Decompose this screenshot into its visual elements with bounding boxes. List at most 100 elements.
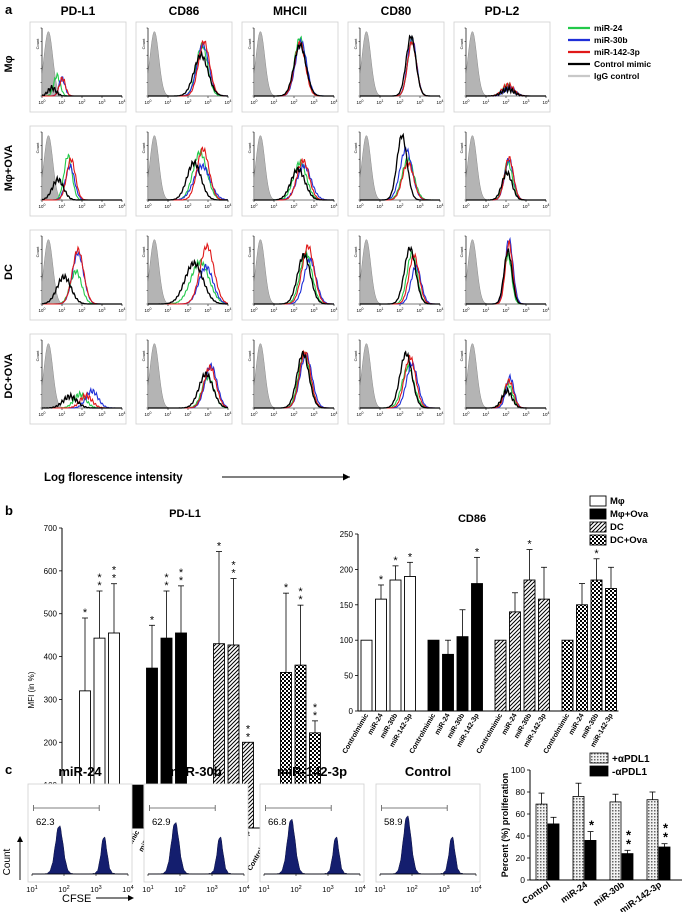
significance-mark: *: [313, 710, 318, 722]
control-mimic-histogram: [148, 158, 228, 201]
histogram-x-tick-label: 100: [39, 203, 46, 209]
histogram-x-tick-label: 103: [205, 203, 212, 209]
gate-percentage: 66.8: [268, 817, 287, 828]
histogram-y-label: Count: [35, 246, 40, 258]
histogram-x-tick-label: 102: [79, 203, 86, 209]
bar-Mφ+Ova-miR-24: [442, 653, 454, 712]
histogram-pd-l2-3: Count 100 101 102 103 104: [453, 229, 551, 321]
histogram-x-tick-label: 104: [225, 99, 232, 105]
histogram-x-tick-label: 100: [251, 99, 258, 105]
bar-DC-Controlmimic: [494, 639, 507, 712]
histogram-pd-l2-4: Count 100 101 102 103 104: [453, 333, 551, 425]
legend-swatch-b: [589, 521, 607, 533]
histogram-x-tick-label: 104: [437, 411, 444, 417]
category-label: miR-142-3p: [618, 879, 664, 912]
histogram-x-tick-label: 102: [185, 99, 192, 105]
histogram-y-label: Count: [141, 142, 146, 154]
cfse-xlabel: CFSE: [62, 893, 91, 905]
cfse-histogram-2: miR-30b 62.9 101 102 103 104: [142, 764, 249, 894]
legend-label-b: DC+Ova: [610, 535, 648, 546]
category-label: miR-24: [559, 879, 589, 904]
histogram-x-tick-label: 102: [185, 411, 192, 417]
histogram-x-tick-label: 102: [503, 99, 510, 105]
legend-swatch-c: [589, 765, 609, 777]
histogram-x-tick-label: 102: [79, 307, 86, 313]
histogram-x-tick-label: 100: [463, 203, 470, 209]
panel-c-label: c: [5, 762, 12, 777]
panel-b-label: b: [5, 503, 13, 518]
histogram-x-tick-label: 104: [437, 203, 444, 209]
histogram-x-tick-label: 100: [145, 203, 152, 209]
histogram-x-tick-label: 100: [39, 411, 46, 417]
histogram-y-label: Count: [141, 246, 146, 258]
cfse-frame: [143, 783, 249, 883]
y-tick-label: 50: [344, 672, 353, 681]
significance-mark: *: [179, 575, 184, 587]
histogram-x-tick-label: 104: [225, 203, 232, 209]
histogram-x-tick-label: 103: [205, 99, 212, 105]
cfse-histogram-4: Control 58.9 101 102 103 104: [374, 764, 481, 894]
gate-percentage: 62.3: [36, 817, 55, 828]
histogram-y-label: Count: [247, 350, 252, 362]
bar-+αPDL1-miR-24: [572, 796, 585, 881]
y-tick-label: 100: [340, 636, 354, 645]
cfse-panel-title: miR-142-3p: [277, 764, 347, 779]
cfse-frame: [375, 783, 481, 883]
control-mimic-histogram: [41, 272, 122, 305]
histogram-x-tick-label: 100: [251, 307, 258, 313]
legend-label-c: +αPDL1: [612, 754, 650, 765]
bar--αPDL1-miR-24: [584, 840, 597, 881]
panel-a-label: a: [5, 2, 13, 17]
histogram-x-tick-label: 101: [165, 307, 172, 313]
category-label: Controlmimic: [409, 712, 438, 755]
histogram-x-tick-label: 101: [483, 411, 490, 417]
cfse-frame: [259, 783, 365, 883]
histogram-x-tick-label: 104: [331, 99, 338, 105]
histogram-y-label: Count: [35, 38, 40, 50]
cfse-histogram-3: miR-142-3p 66.8 101 102 103 104: [258, 764, 365, 894]
histogram-x-tick-label: 101: [483, 307, 490, 313]
histogram-x-tick-label: 102: [185, 307, 192, 313]
significance-mark: *: [594, 548, 599, 560]
histogram-pd-l2-2: Count 100 101 102 103 104: [453, 125, 551, 217]
row-title: DC: [3, 264, 15, 280]
histogram-x-tick-label: 102: [397, 99, 404, 105]
significance-mark: *: [83, 607, 88, 619]
cfse-x-tick-label: 101: [374, 885, 385, 894]
cfse-histogram-1: miR-24 62.3 101 102 103 104: [26, 764, 133, 894]
cfse-panel-title: miR-30b: [170, 764, 221, 779]
legend-label-b: DC: [610, 522, 624, 533]
cfse-x-tick-label: 102: [58, 885, 69, 894]
histogram-x-tick-label: 100: [357, 307, 364, 313]
column-title-cd86: CD86: [169, 4, 200, 18]
control-mimic-histogram: [148, 258, 229, 305]
bar-DC+Ova-miR-30b: [590, 579, 603, 712]
histogram-cd80-4: Count 100 101 102 103 104: [347, 333, 445, 425]
control-mimic-histogram: [41, 85, 122, 97]
bar-Mφ+Ova-miR-30b: [456, 636, 469, 712]
histogram-x-tick-label: 104: [225, 411, 232, 417]
histogram-x-tick-label: 100: [145, 411, 152, 417]
bar-Mφ+Ova-Controlmimic: [131, 784, 144, 829]
histogram-x-tick-label: 104: [331, 411, 338, 417]
legend-label-a: miR-142-3p: [594, 47, 640, 57]
row-title: Mφ+OVA: [3, 145, 15, 192]
legend-label-a: IgG control: [594, 71, 639, 81]
significance-mark: *: [246, 723, 251, 735]
bar-Mφ-miR-142-3p: [404, 576, 416, 712]
significance-mark: *: [589, 818, 595, 833]
legend-label-b: Mφ+Ova: [610, 509, 649, 520]
significance-mark: *: [408, 551, 413, 563]
panel-c: c miR-24 62.3 101 102 103 104 miR-30b 62.9 101 102…: [2, 752, 682, 912]
histogram-x-tick-label: 100: [39, 99, 46, 105]
category-label: Controlmimic: [543, 712, 572, 755]
y-tick-label: 200: [44, 738, 58, 747]
histogram-pd-l1-1: Count 100 101 102 103 104: [29, 21, 127, 113]
histogram-x-tick-label: 102: [503, 411, 510, 417]
histogram-x-tick-label: 102: [291, 307, 298, 313]
legend-swatch-c: [589, 752, 609, 764]
cfse-panel-title: Control: [405, 764, 451, 779]
histogram-y-label: Count: [459, 142, 464, 154]
histogram-x-tick-label: 103: [523, 411, 530, 417]
